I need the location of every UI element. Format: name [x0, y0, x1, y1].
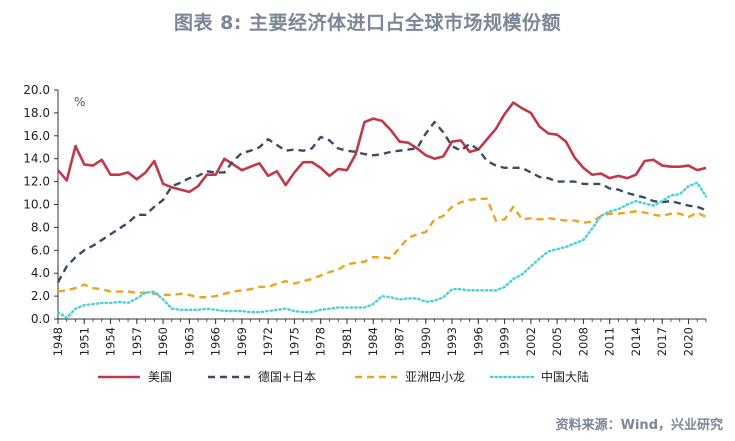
- y-tick-label: 6.0: [31, 243, 50, 257]
- x-tick-label: 1990: [419, 327, 433, 356]
- y-tick-label: 8.0: [31, 220, 50, 234]
- x-tick-label: 1957: [130, 327, 144, 356]
- series-line: [57, 197, 707, 299]
- legend-label: 亚洲四小龙: [405, 370, 465, 384]
- legend-label: 美国: [148, 370, 172, 384]
- y-tick-label: 10.0: [23, 198, 50, 212]
- x-tick-label: 2014: [629, 327, 643, 356]
- y-tick-label: 20.0: [23, 83, 50, 97]
- y-tick-label: 18.0: [23, 106, 50, 120]
- x-tick-label: 1960: [156, 327, 170, 356]
- y-tick-label: 12.0: [23, 175, 50, 189]
- x-tick-label: 2002: [524, 327, 538, 356]
- x-tick-label: 1963: [182, 327, 196, 356]
- x-tick-label: 1981: [340, 327, 354, 356]
- x-tick-label: 1972: [261, 327, 275, 356]
- axes: 0.0 2.0 4.0 6.0 8.0 10.0 12.0 14.0 16.0 18.0 20.0%…: [23, 83, 707, 356]
- y-tick-label: 4.0: [31, 266, 50, 280]
- series-layer: [56, 101, 708, 320]
- series-line: [56, 120, 707, 283]
- y-tick-label: 16.0: [23, 129, 50, 143]
- unit-label: %: [74, 95, 85, 109]
- x-tick-label: 1996: [471, 327, 485, 356]
- x-tick-label: 2008: [576, 327, 590, 356]
- x-tick-label: 1978: [314, 327, 328, 356]
- x-tick-label: 1993: [445, 327, 459, 356]
- x-tick-label: 2005: [550, 327, 564, 356]
- series-line: [56, 181, 708, 320]
- x-tick-label: 2020: [681, 327, 695, 356]
- x-tick-label: 2011: [603, 327, 617, 356]
- y-tick-label: 14.0: [23, 152, 50, 166]
- y-tick-label: 0.0: [31, 312, 50, 326]
- x-tick-label: 1969: [235, 327, 249, 356]
- x-tick-label: 1948: [51, 327, 65, 356]
- x-tick-label: 1954: [104, 327, 118, 356]
- y-tick-label: 2.0: [31, 289, 50, 303]
- source-note: 资料来源：Wind，兴业研究: [555, 418, 723, 433]
- x-tick-label: 1984: [366, 327, 380, 356]
- x-tick-label: 1966: [209, 327, 223, 356]
- x-tick-label: 1951: [77, 327, 91, 356]
- legend-label: 中国大陆: [541, 369, 589, 384]
- legend-label: 德国+日本: [258, 369, 316, 384]
- series-line: [57, 101, 707, 194]
- x-tick-label: 2017: [655, 327, 669, 356]
- x-tick-label: 1999: [498, 327, 512, 356]
- chart-title: 图表 8: 主要经济体进口占全球市场规模份额: [173, 12, 562, 34]
- x-tick-label: 1975: [287, 327, 301, 356]
- x-tick-label: 1987: [393, 327, 407, 356]
- legend: 美国 德国+日本 亚洲四小龙 中国大陆: [98, 369, 589, 384]
